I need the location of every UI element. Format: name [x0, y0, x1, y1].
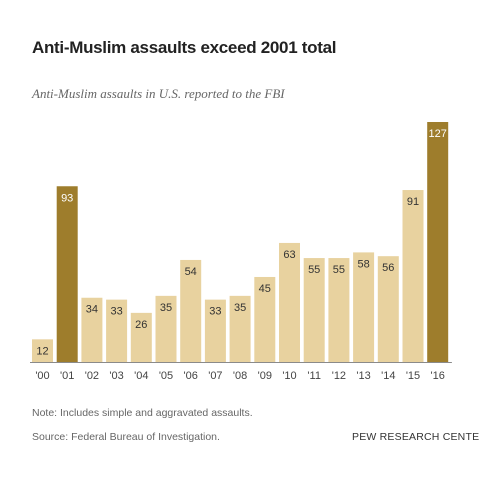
bar-value-label-7: 33 — [209, 306, 221, 318]
x-tick-label-10: '10 — [282, 370, 296, 382]
bar-value-label-5: 35 — [160, 302, 172, 314]
bar-value-label-13: 58 — [357, 258, 369, 270]
bar-value-label-11: 55 — [308, 264, 320, 276]
bar-6 — [180, 259, 202, 362]
bar-value-label-15: 91 — [407, 196, 419, 208]
x-tick-label-4: '04 — [134, 370, 148, 382]
bar-12 — [328, 258, 350, 362]
bar-value-label-9: 45 — [259, 283, 271, 295]
bar-2 — [81, 297, 103, 362]
x-tick-label-7: '07 — [208, 370, 222, 382]
bar-value-label-12: 55 — [333, 264, 345, 276]
chart-subtitle: Anti-Muslim assaults in U.S. reported to… — [32, 86, 285, 101]
x-tick-label-5: '05 — [159, 370, 173, 382]
bar-0 — [32, 339, 53, 362]
bar-value-label-6: 54 — [185, 266, 197, 278]
x-tick-label-8: '08 — [233, 370, 247, 382]
x-tick-label-11: '11 — [307, 370, 321, 382]
x-tick-label-3: '03 — [109, 370, 123, 382]
x-tick-label-13: '13 — [356, 370, 370, 382]
bar-14 — [377, 256, 399, 362]
bar-value-label-4: 26 — [135, 319, 147, 331]
bar-3 — [106, 299, 128, 362]
chart-source: Source: Federal Bureau of Investigation. — [32, 431, 220, 443]
x-tick-label-12: '12 — [332, 370, 346, 382]
bar-10 — [279, 242, 300, 362]
bar-value-label-0: 12 — [36, 345, 48, 357]
bar-value-label-16: 127 — [429, 128, 447, 140]
x-tick-label-16: '16 — [431, 370, 445, 382]
bar-13 — [353, 252, 375, 362]
bar-7 — [204, 299, 226, 362]
bar-value-label-2: 34 — [86, 304, 98, 316]
x-tick-label-0: '00 — [35, 370, 49, 382]
bar-11 — [303, 258, 325, 362]
chart-title: Anti-Muslim assaults exceed 2001 total — [32, 38, 337, 57]
bar-9 — [254, 276, 276, 362]
x-tick-label-14: '14 — [381, 370, 395, 382]
bar-15 — [402, 190, 424, 362]
chart-note: Note: Includes simple and aggravated ass… — [32, 407, 253, 419]
bar-value-label-3: 33 — [110, 306, 122, 318]
bar-5 — [155, 295, 177, 362]
x-tick-label-6: '06 — [184, 370, 198, 382]
x-tick-label-15: '15 — [406, 370, 420, 382]
x-tick-label-2: '02 — [85, 370, 99, 382]
bar-value-label-8: 35 — [234, 302, 246, 314]
bar-chart: 12 '00 93 '01 34 '02 33 '03 26 '04 35 '05 54 '06 33 '07… — [30, 122, 452, 382]
brand-label: PEW RESEARCH CENTER — [352, 431, 480, 443]
bar-1 — [56, 186, 78, 362]
x-tick-label-9: '09 — [258, 370, 272, 382]
bar-8 — [229, 295, 251, 362]
bar-value-label-14: 56 — [382, 262, 394, 274]
bar-16 — [427, 122, 449, 362]
bar-4 — [130, 312, 152, 362]
x-tick-label-1: '01 — [60, 370, 74, 382]
bar-value-label-1: 93 — [61, 192, 73, 204]
bar-value-label-10: 63 — [283, 249, 295, 261]
